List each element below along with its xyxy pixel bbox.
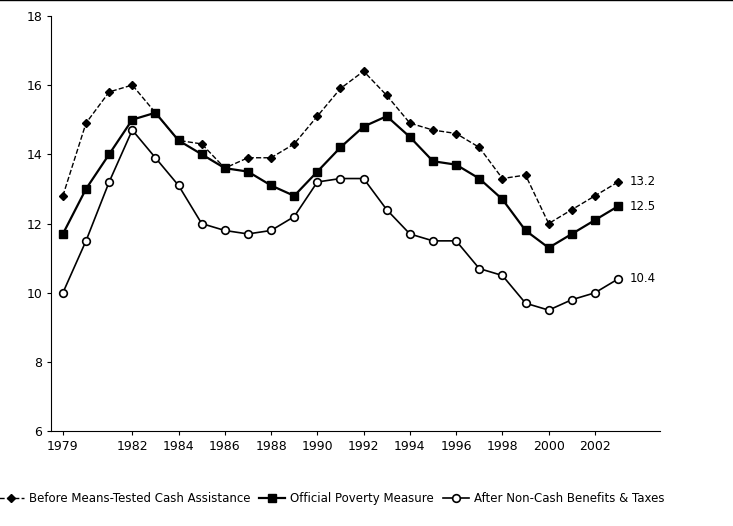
Before Means-Tested Cash Assistance <box>290 141 298 147</box>
Official Poverty Measure <box>267 183 276 189</box>
After Non-Cash Benefits & Taxes <box>429 238 438 244</box>
After Non-Cash Benefits & Taxes <box>336 175 345 181</box>
Official Poverty Measure <box>405 134 414 140</box>
Before Means-Tested Cash Assistance <box>174 137 183 144</box>
After Non-Cash Benefits & Taxes <box>545 307 553 313</box>
Official Poverty Measure <box>614 203 622 209</box>
Official Poverty Measure <box>475 175 484 181</box>
After Non-Cash Benefits & Taxes <box>174 183 183 189</box>
Official Poverty Measure <box>567 231 576 237</box>
Official Poverty Measure <box>59 231 67 237</box>
After Non-Cash Benefits & Taxes <box>221 227 229 234</box>
Before Means-Tested Cash Assistance <box>128 82 136 88</box>
After Non-Cash Benefits & Taxes <box>128 127 136 133</box>
After Non-Cash Benefits & Taxes <box>498 272 507 279</box>
Before Means-Tested Cash Assistance <box>105 89 114 95</box>
Official Poverty Measure <box>243 168 252 175</box>
After Non-Cash Benefits & Taxes <box>105 179 114 185</box>
Text: 12.5: 12.5 <box>630 200 656 213</box>
Before Means-Tested Cash Assistance <box>151 109 160 116</box>
After Non-Cash Benefits & Taxes <box>151 155 160 161</box>
After Non-Cash Benefits & Taxes <box>521 300 530 306</box>
Before Means-Tested Cash Assistance <box>81 120 90 126</box>
Official Poverty Measure <box>336 144 345 150</box>
Official Poverty Measure <box>151 109 160 116</box>
Before Means-Tested Cash Assistance <box>336 85 345 92</box>
Line: Official Poverty Measure: Official Poverty Measure <box>59 109 622 251</box>
Before Means-Tested Cash Assistance <box>59 193 67 199</box>
Before Means-Tested Cash Assistance <box>498 175 507 181</box>
Before Means-Tested Cash Assistance <box>429 127 438 133</box>
After Non-Cash Benefits & Taxes <box>614 276 622 282</box>
Official Poverty Measure <box>452 161 460 168</box>
After Non-Cash Benefits & Taxes <box>290 214 298 220</box>
Official Poverty Measure <box>383 113 391 119</box>
Before Means-Tested Cash Assistance <box>243 155 252 161</box>
Before Means-Tested Cash Assistance <box>452 130 460 137</box>
After Non-Cash Benefits & Taxes <box>452 238 460 244</box>
Before Means-Tested Cash Assistance <box>313 113 322 119</box>
After Non-Cash Benefits & Taxes <box>405 231 414 237</box>
Text: 10.4: 10.4 <box>630 272 656 286</box>
Before Means-Tested Cash Assistance <box>405 120 414 126</box>
After Non-Cash Benefits & Taxes <box>59 290 67 296</box>
Official Poverty Measure <box>359 124 368 130</box>
Before Means-Tested Cash Assistance <box>475 144 484 150</box>
Before Means-Tested Cash Assistance <box>567 207 576 213</box>
Official Poverty Measure <box>521 227 530 234</box>
Line: After Non-Cash Benefits & Taxes: After Non-Cash Benefits & Taxes <box>59 126 622 314</box>
Before Means-Tested Cash Assistance <box>545 220 553 227</box>
Official Poverty Measure <box>174 137 183 144</box>
After Non-Cash Benefits & Taxes <box>383 207 391 213</box>
Before Means-Tested Cash Assistance <box>267 155 276 161</box>
Official Poverty Measure <box>498 196 507 203</box>
Before Means-Tested Cash Assistance <box>521 172 530 178</box>
Official Poverty Measure <box>545 245 553 251</box>
Official Poverty Measure <box>197 151 206 157</box>
Official Poverty Measure <box>105 151 114 157</box>
Official Poverty Measure <box>591 217 600 223</box>
Before Means-Tested Cash Assistance <box>591 193 600 199</box>
After Non-Cash Benefits & Taxes <box>81 238 90 244</box>
Official Poverty Measure <box>81 186 90 192</box>
Official Poverty Measure <box>429 158 438 165</box>
After Non-Cash Benefits & Taxes <box>243 231 252 237</box>
Line: Before Means-Tested Cash Assistance: Before Means-Tested Cash Assistance <box>60 68 621 227</box>
After Non-Cash Benefits & Taxes <box>359 175 368 181</box>
Text: 13.2: 13.2 <box>630 176 656 188</box>
After Non-Cash Benefits & Taxes <box>267 227 276 234</box>
Official Poverty Measure <box>221 165 229 171</box>
Official Poverty Measure <box>313 168 322 175</box>
Before Means-Tested Cash Assistance <box>221 165 229 171</box>
Official Poverty Measure <box>290 193 298 199</box>
Before Means-Tested Cash Assistance <box>383 92 391 98</box>
Official Poverty Measure <box>128 117 136 123</box>
After Non-Cash Benefits & Taxes <box>313 179 322 185</box>
Before Means-Tested Cash Assistance <box>359 68 368 74</box>
After Non-Cash Benefits & Taxes <box>475 266 484 272</box>
Before Means-Tested Cash Assistance <box>197 141 206 147</box>
After Non-Cash Benefits & Taxes <box>197 220 206 227</box>
Legend: Before Means-Tested Cash Assistance, Official Poverty Measure, After Non-Cash Be: Before Means-Tested Cash Assistance, Off… <box>0 487 669 510</box>
After Non-Cash Benefits & Taxes <box>567 297 576 303</box>
After Non-Cash Benefits & Taxes <box>591 290 600 296</box>
Before Means-Tested Cash Assistance <box>614 179 622 185</box>
